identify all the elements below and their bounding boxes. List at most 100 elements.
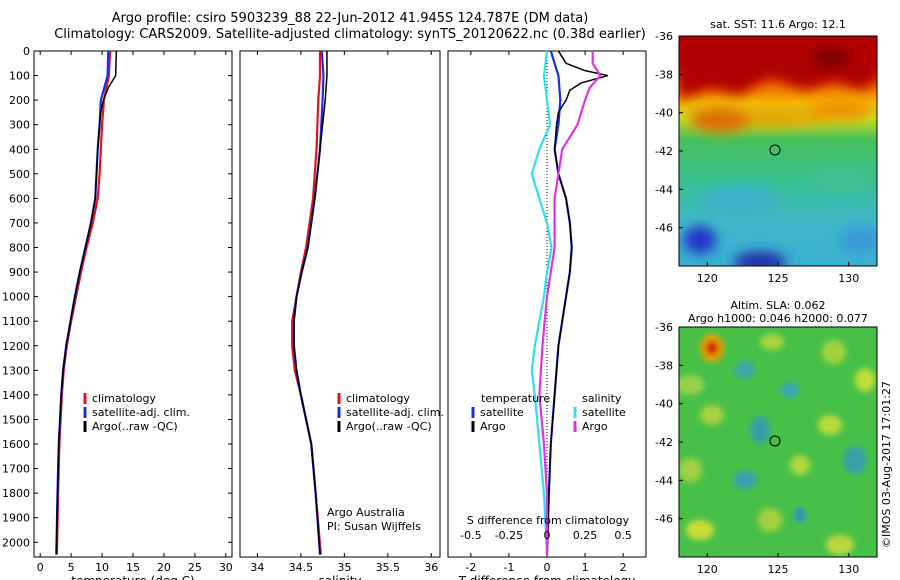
legend-label: satellite-adj. clim. bbox=[92, 406, 190, 419]
y-tick-label: 1500 bbox=[2, 413, 30, 426]
map-x-tick-label: 130 bbox=[838, 272, 859, 285]
y-tick-label: 1600 bbox=[2, 438, 30, 451]
legend-label: Argo bbox=[480, 420, 506, 433]
x-tick-label: 34.5 bbox=[289, 561, 314, 574]
figure-title-line2: Climatology: CARS2009. Satellite-adjuste… bbox=[54, 27, 646, 42]
map-y-tick-label: -46 bbox=[655, 513, 673, 526]
legend-label: climatology bbox=[92, 392, 156, 405]
annotation-line1: Argo Australia bbox=[327, 506, 405, 519]
y-tick-label: 300 bbox=[9, 119, 30, 132]
legend-label: climatology bbox=[346, 392, 410, 405]
map-x-tick-label: 125 bbox=[768, 563, 789, 576]
x-axis-label: salinity bbox=[318, 574, 361, 580]
map-y-tick-label: -42 bbox=[655, 145, 673, 158]
map-x-tick-label: 120 bbox=[697, 563, 718, 576]
legend-label: satellite bbox=[582, 406, 626, 419]
map-x-tick-label: 125 bbox=[768, 272, 789, 285]
map-y-tick-label: -44 bbox=[655, 474, 673, 487]
map-y-tick-label: -38 bbox=[655, 359, 673, 372]
map-y-tick-label: -38 bbox=[655, 68, 673, 81]
x-tick-label: 20 bbox=[157, 561, 171, 574]
map-x-tick-label: 120 bbox=[697, 272, 718, 285]
x2-tick-label: -0.25 bbox=[495, 529, 523, 542]
y-tick-label: 1800 bbox=[2, 487, 30, 500]
map-title-line1: sat. SST: 11.6 Argo: 12.1 bbox=[710, 18, 846, 31]
x-tick-label: 25 bbox=[188, 561, 202, 574]
x2-tick-label: 0 bbox=[544, 529, 551, 542]
x-tick-label: 15 bbox=[126, 561, 140, 574]
series-line-argo-raw-qc- bbox=[55, 50, 118, 555]
x-tick-label: -1 bbox=[503, 561, 514, 574]
x2-tick-label: 0.25 bbox=[573, 529, 598, 542]
sst-map-axes: 120 125 130 -36 -38 -40 -42 -44 -46 sat. SST: 11.… bbox=[655, 18, 859, 285]
x2-tick-label: -0.5 bbox=[460, 529, 481, 542]
y-tick-label: 1100 bbox=[2, 315, 30, 328]
series-line-s-satellite bbox=[530, 50, 553, 555]
x-tick-label: 35 bbox=[337, 561, 351, 574]
map-y-tick-label: -44 bbox=[655, 183, 673, 196]
salinity-panel-frame bbox=[239, 50, 441, 558]
legend-label: Argo bbox=[582, 420, 608, 433]
map-y-tick-label: -36 bbox=[655, 321, 673, 334]
imos-credit: ©IMOS 03-Aug-2017 17:01:27 bbox=[880, 381, 893, 548]
x-axis-label: T difference from climatology bbox=[458, 574, 636, 580]
map-y-tick-label: -40 bbox=[655, 398, 673, 411]
y-tick-label: 600 bbox=[9, 192, 30, 205]
x-tick-label: 36 bbox=[424, 561, 438, 574]
y-tick-label: 1300 bbox=[2, 364, 30, 377]
y-tick-label: 1000 bbox=[2, 291, 30, 304]
legend-label: Argo(..raw -QC) bbox=[346, 420, 432, 433]
y-tick-label: 800 bbox=[9, 242, 30, 255]
x-tick-label: 2 bbox=[620, 561, 627, 574]
x-tick-label: -2 bbox=[465, 561, 476, 574]
series-line-t-argo bbox=[546, 50, 609, 555]
legend-header-temperature: temperature bbox=[481, 392, 550, 405]
y-tick-label: 1400 bbox=[2, 389, 30, 402]
y-tick-label: 900 bbox=[9, 266, 30, 279]
argo-float-marker bbox=[769, 144, 781, 156]
argo-float-marker bbox=[769, 435, 781, 447]
y-tick-label: 400 bbox=[9, 143, 30, 156]
x2-tick-label: 0.5 bbox=[614, 529, 632, 542]
legend-label: Argo(..raw -QC) bbox=[92, 420, 178, 433]
map-x-tick-label: 130 bbox=[838, 563, 859, 576]
sla-map-axes: 120 125 130 -36 -38 -40 -42 -44 -46 Altim. SLA: 0… bbox=[655, 299, 868, 576]
x-tick-label: 0 bbox=[37, 561, 44, 574]
y-tick-label: 1200 bbox=[2, 340, 30, 353]
x-tick-label: 0 bbox=[544, 561, 551, 574]
temperature-panel: 0 5 10 15 20 25 300100200300400500600700800900… bbox=[2, 45, 233, 580]
y-tick-label: 2000 bbox=[2, 536, 30, 549]
x-axis-label: temperature (deg C) bbox=[71, 574, 194, 580]
map-y-tick-label: -36 bbox=[655, 30, 673, 43]
annotation-line2: PI: Susan Wijffels bbox=[327, 520, 421, 533]
y-tick-label: 500 bbox=[9, 168, 30, 181]
x-axis-label-top: S difference from climatology bbox=[467, 514, 630, 527]
temperature-panel-frame bbox=[33, 50, 233, 558]
y-tick-label: 100 bbox=[9, 70, 30, 83]
legend-label: satellite-adj. clim. bbox=[346, 406, 444, 419]
y-tick-label: 200 bbox=[9, 94, 30, 107]
map-y-tick-label: -40 bbox=[655, 107, 673, 120]
y-tick-label: 700 bbox=[9, 217, 30, 230]
salinity-panel: 34 34.5 35 35.5 36 salinity climatologysatelli… bbox=[250, 50, 444, 580]
figure-title-line1: Argo profile: csiro 5903239_88 22-Jun-20… bbox=[111, 11, 589, 26]
x-tick-label: 10 bbox=[95, 561, 109, 574]
x-tick-label: 30 bbox=[219, 561, 233, 574]
legend-label: satellite bbox=[480, 406, 524, 419]
map-title-line2: Argo h1000: 0.046 h2000: 0.077 bbox=[688, 312, 868, 325]
map-y-tick-label: -46 bbox=[655, 222, 673, 235]
sla-map-field bbox=[679, 327, 877, 557]
legend-header-salinity: salinity bbox=[582, 392, 622, 405]
series-line-s-argo bbox=[538, 51, 602, 555]
y-tick-label: 0 bbox=[23, 45, 30, 58]
map-title-line1: Altim. SLA: 0.062 bbox=[730, 299, 825, 312]
x-tick-label: 1 bbox=[582, 561, 589, 574]
map-y-tick-label: -42 bbox=[655, 436, 673, 449]
sst-map-field bbox=[679, 36, 877, 266]
x-tick-label: 34 bbox=[250, 561, 264, 574]
difference-panel: -2 -1 0 1 2T difference from climatology S di… bbox=[458, 50, 636, 580]
series-line-argo-raw-qc- bbox=[293, 51, 328, 555]
y-tick-label: 1700 bbox=[2, 463, 30, 476]
x-tick-label: 35.5 bbox=[376, 561, 401, 574]
